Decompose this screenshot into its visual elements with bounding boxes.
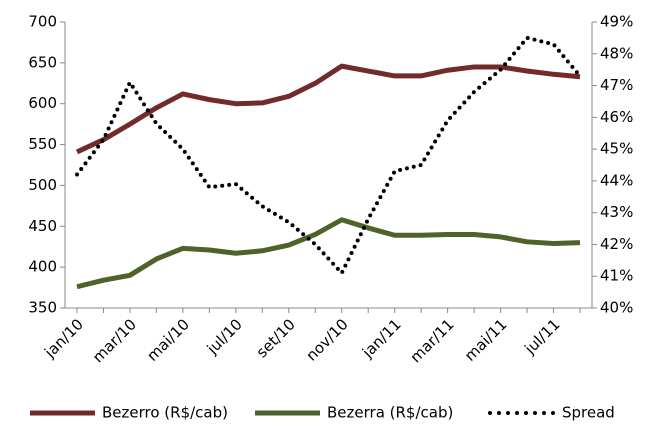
y2-tick-label: 47% — [600, 76, 633, 94]
y2-tick-label: 44% — [600, 171, 633, 189]
y-tick-label: 350 — [28, 299, 57, 317]
x-tick-label: jul/10 — [203, 315, 246, 358]
y-tick-label: 650 — [28, 53, 57, 71]
y-tick-label: 450 — [28, 217, 57, 235]
series-line — [75, 35, 582, 276]
y2-tick-label: 45% — [600, 140, 633, 158]
x-tick-label: jul/11 — [520, 315, 563, 358]
legend-label: Bezerra (R$/cab) — [327, 404, 453, 422]
x-tick-label: jan/10 — [40, 315, 87, 362]
y2-tick-label: 46% — [600, 108, 633, 126]
x-tick-label: mar/10 — [89, 315, 140, 366]
y2-tick-label: 42% — [600, 235, 633, 253]
y-tick-label: 600 — [28, 94, 57, 112]
x-tick-label: mai/11 — [461, 315, 511, 365]
y2-tick-label: 48% — [600, 44, 633, 62]
y-tick-label: 550 — [28, 135, 57, 153]
x-tick-label: nov/10 — [302, 315, 351, 364]
series-line — [76, 217, 581, 290]
y-tick-label: 700 — [28, 13, 57, 31]
y-tick-label: 500 — [28, 176, 57, 194]
series-line — [75, 63, 581, 155]
legend-label: Spread — [562, 404, 615, 422]
y2-tick-label: 43% — [600, 203, 633, 221]
legend-label: Bezerro (R$/cab) — [102, 404, 228, 422]
x-tick-label: mar/11 — [407, 315, 458, 366]
y2-tick-label: 49% — [600, 13, 633, 31]
x-tick-label: jan/11 — [358, 315, 405, 362]
y2-tick-label: 41% — [600, 267, 633, 285]
y-tick-label: 400 — [28, 258, 57, 276]
x-tick-label: set/10 — [253, 315, 299, 361]
y2-tick-label: 40% — [600, 299, 633, 317]
x-tick-label: mai/10 — [143, 315, 193, 365]
